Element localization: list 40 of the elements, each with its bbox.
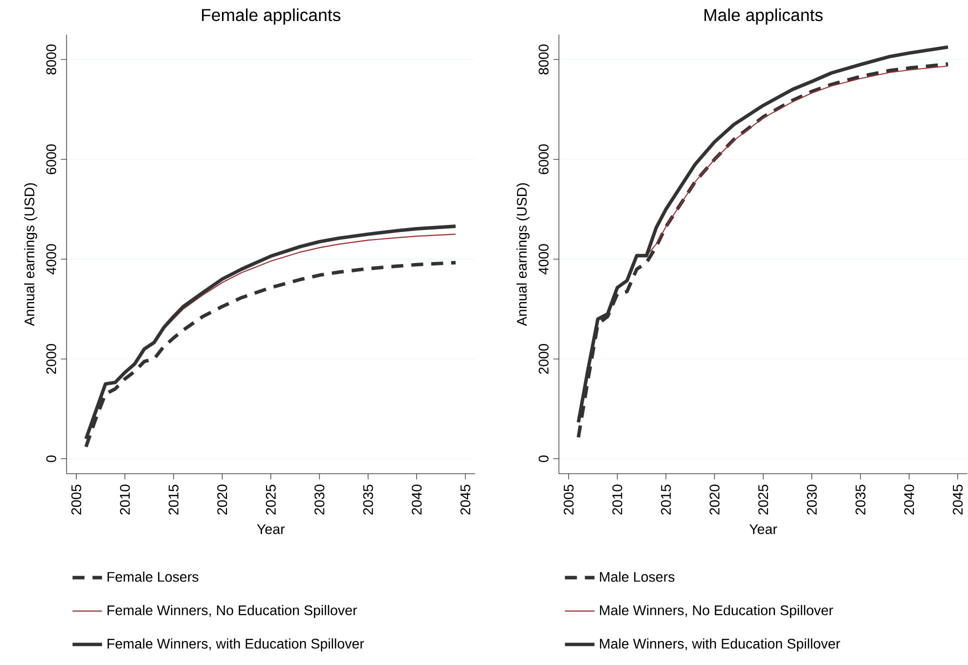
x-axis-title: Year	[749, 524, 778, 534]
y-axis-title: Annual earnings (USD)	[516, 183, 530, 326]
legend-label: Female Winners, with Education Spillover	[108, 638, 364, 652]
x-tick-label: 2045	[460, 484, 470, 514]
x-tick-label: 2025	[266, 484, 276, 514]
y-tick-label: 6000	[46, 144, 56, 174]
x-tick-label: 2015	[168, 484, 178, 514]
y-tick-label: 8000	[46, 44, 56, 74]
legend-label: Female Losers	[108, 571, 198, 582]
legend-label: Female Winners, No Education Spillover	[108, 604, 358, 618]
legend-label: Male Losers	[600, 571, 674, 582]
x-tick-label: 2025	[758, 484, 768, 514]
x-tick-label: 2015	[660, 484, 671, 514]
legend-label: Male Winners, No Education Spillover	[600, 604, 834, 618]
y-tick-label: 2000	[46, 344, 56, 374]
x-axis-title: Year	[257, 524, 285, 534]
x-tick-label: 2035	[856, 484, 866, 514]
y-axis-title: Annual earnings (USD)	[24, 183, 38, 326]
legend-label: Male Winners, with Education Spillover	[600, 638, 840, 652]
x-tick-label: 2020	[217, 484, 228, 514]
y-tick-label: 6000	[538, 144, 549, 174]
x-tick-label: 2020	[710, 484, 720, 514]
x-tick-label: 2030	[314, 484, 324, 514]
x-tick-label: 2010	[120, 484, 130, 514]
x-tick-label: 2045	[952, 484, 963, 514]
x-tick-label: 2010	[612, 484, 622, 514]
x-tick-label: 2005	[71, 484, 82, 514]
y-tick-label: 8000	[538, 44, 549, 74]
y-tick-label: 4000	[46, 244, 56, 274]
chart-title: Female applicants	[202, 8, 340, 24]
y-tick-label: 0	[46, 455, 56, 462]
y-tick-label: 0	[538, 455, 549, 462]
x-tick-label: 2005	[564, 484, 574, 514]
x-tick-label: 2040	[904, 484, 914, 514]
x-tick-label: 2040	[412, 484, 422, 514]
chart-title: Male applicants	[704, 8, 823, 24]
x-tick-label: 2035	[363, 484, 374, 514]
y-tick-label: 4000	[538, 244, 549, 274]
y-tick-label: 2000	[538, 344, 549, 374]
x-tick-label: 2030	[806, 484, 817, 514]
